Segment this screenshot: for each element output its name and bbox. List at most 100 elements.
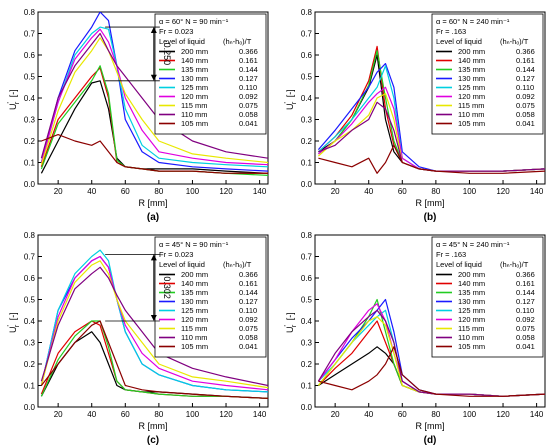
- y-tick-label: 0.6: [24, 51, 36, 60]
- x-tick-label: 20: [331, 187, 340, 196]
- panel-c: 0.0 0.1 0.2 0.3 0.4 0.5 0.6 0.7 0.8 20 40 60 80 100 12…: [7, 231, 269, 446]
- legend-ratio: 0.144: [516, 288, 535, 297]
- legend-params: α = 60° N = 90 min⁻¹: [159, 17, 229, 26]
- legend-ratio: 0.075: [239, 324, 258, 333]
- legend-label: 130 mm: [458, 297, 485, 306]
- legend-ratio: 0.161: [239, 279, 258, 288]
- x-tick-label: 20: [54, 187, 63, 196]
- x-tick-label: 120: [496, 410, 510, 419]
- legend-ratio: 0.041: [516, 119, 535, 128]
- legend-label: 130 mm: [181, 297, 208, 306]
- series-group: [40, 12, 268, 176]
- panel-caption: (a): [147, 212, 159, 223]
- legend-ratio: 0.110: [516, 306, 534, 315]
- legend-label: 120 mm: [181, 315, 208, 324]
- y-axis-label: U'r [-]: [7, 89, 21, 110]
- x-tick-label: 120: [219, 187, 233, 196]
- series-group: [40, 249, 268, 399]
- legend-ratio: 0.127: [516, 297, 535, 306]
- legend-label: 200 mm: [181, 270, 208, 279]
- panel-b: 0.0 0.1 0.2 0.3 0.4 0.5 0.6 0.7 0.8 20 40 60 80 100 12…: [284, 8, 546, 223]
- legend-params: α = 60° N = 240 min⁻¹: [436, 17, 510, 26]
- legend-ratio: 0.092: [516, 315, 535, 324]
- series-line-115-mm: [40, 260, 268, 389]
- legend-ratio: 0.110: [516, 83, 534, 92]
- y-tick-label: 0.6: [301, 274, 313, 283]
- y-tick-label: 0.3: [301, 116, 313, 125]
- y-tick-label: 0.1: [301, 159, 313, 168]
- legend-col-heading: (hₙ-hₒ)/T: [223, 37, 252, 46]
- legend-label: 125 mm: [458, 306, 485, 315]
- legend-label: 115 mm: [458, 101, 485, 110]
- y-axis-label: U'r [-]: [284, 312, 298, 333]
- y-tick-label: 0.0: [301, 180, 313, 189]
- y-axis-label-unit: [-]: [285, 89, 295, 100]
- legend-col-heading: (hₙ-hₒ)/T: [223, 260, 252, 269]
- legend-label: 140 mm: [458, 279, 485, 288]
- x-tick-label: 80: [154, 410, 163, 419]
- y-tick-label: 0.4: [24, 94, 36, 103]
- legend-label: 115 mm: [181, 324, 208, 333]
- legend-ratio: 0.058: [516, 110, 535, 119]
- x-tick-label: 100: [186, 187, 200, 196]
- annotation-arrow-head-down: [150, 74, 157, 81]
- y-axis-label-sup: ': [7, 325, 14, 326]
- legend-label: 120 mm: [458, 315, 485, 324]
- legend-heading: Level of liquid: [436, 260, 482, 269]
- legend-ratio: 0.075: [516, 101, 535, 110]
- legend-label: 105 mm: [181, 342, 208, 351]
- legend-ratio: 0.144: [239, 65, 258, 74]
- y-axis-label-main: U: [8, 327, 18, 334]
- y-tick-label: 0.1: [24, 159, 36, 168]
- legend-ratio: 0.092: [239, 315, 258, 324]
- series-group: [317, 298, 545, 397]
- x-tick-label: 80: [154, 187, 163, 196]
- legend-heading: Level of liquid: [159, 260, 205, 269]
- y-tick-label: 0.2: [24, 137, 36, 146]
- legend-label: 130 mm: [458, 74, 485, 83]
- x-tick-label: 40: [87, 187, 96, 196]
- legend-froude: Fr = 0.023: [159, 27, 193, 36]
- series-line-110-mm: [318, 101, 545, 172]
- legend-label: 140 mm: [458, 56, 485, 65]
- legend-ratio: 0.127: [239, 74, 258, 83]
- y-axis-label-unit: [-]: [285, 312, 295, 323]
- legend-ratio: 0.041: [239, 119, 258, 128]
- legend-label: 140 mm: [181, 56, 208, 65]
- legend-ratio: 0.058: [239, 333, 258, 342]
- legend-label: 140 mm: [181, 279, 208, 288]
- panel-caption: (b): [424, 212, 437, 223]
- y-axis-label-sup: ': [284, 102, 291, 103]
- series-line-105-mm: [40, 320, 268, 399]
- legend-ratio: 0.127: [516, 74, 535, 83]
- y-tick-label: 0.0: [24, 403, 36, 412]
- y-tick-label: 0.2: [301, 360, 313, 369]
- legend-ratio: 0.161: [516, 56, 535, 65]
- annotation-value: 0.250: [162, 43, 172, 66]
- x-tick-label: 120: [496, 187, 510, 196]
- legend-ratio: 0.161: [239, 56, 258, 65]
- y-tick-label: 0.4: [301, 94, 313, 103]
- x-axis-label: R [mm]: [139, 198, 168, 208]
- x-tick-label: 20: [54, 410, 63, 419]
- series-line-135-mm: [40, 320, 268, 399]
- x-tick-label: 140: [253, 187, 267, 196]
- y-tick-label: 0.3: [301, 339, 313, 348]
- x-tick-label: 40: [364, 410, 373, 419]
- y-tick-label: 0.7: [301, 253, 313, 262]
- legend-label: 125 mm: [181, 83, 208, 92]
- series-line-105-mm: [318, 346, 545, 397]
- legend-params: α = 45° N = 240 min⁻¹: [436, 240, 510, 249]
- y-tick-label: 0.8: [301, 8, 313, 17]
- y-tick-label: 0.5: [301, 296, 313, 305]
- legend-ratio: 0.041: [239, 342, 258, 351]
- legend-ratio: 0.161: [516, 279, 535, 288]
- x-tick-label: 60: [398, 410, 407, 419]
- x-tick-label: 80: [431, 187, 440, 196]
- series-line-110-mm: [40, 266, 268, 387]
- y-tick-label: 0.6: [301, 51, 313, 60]
- y-tick-label: 0.2: [24, 360, 36, 369]
- x-tick-label: 140: [530, 410, 544, 419]
- legend-label: 120 mm: [181, 92, 208, 101]
